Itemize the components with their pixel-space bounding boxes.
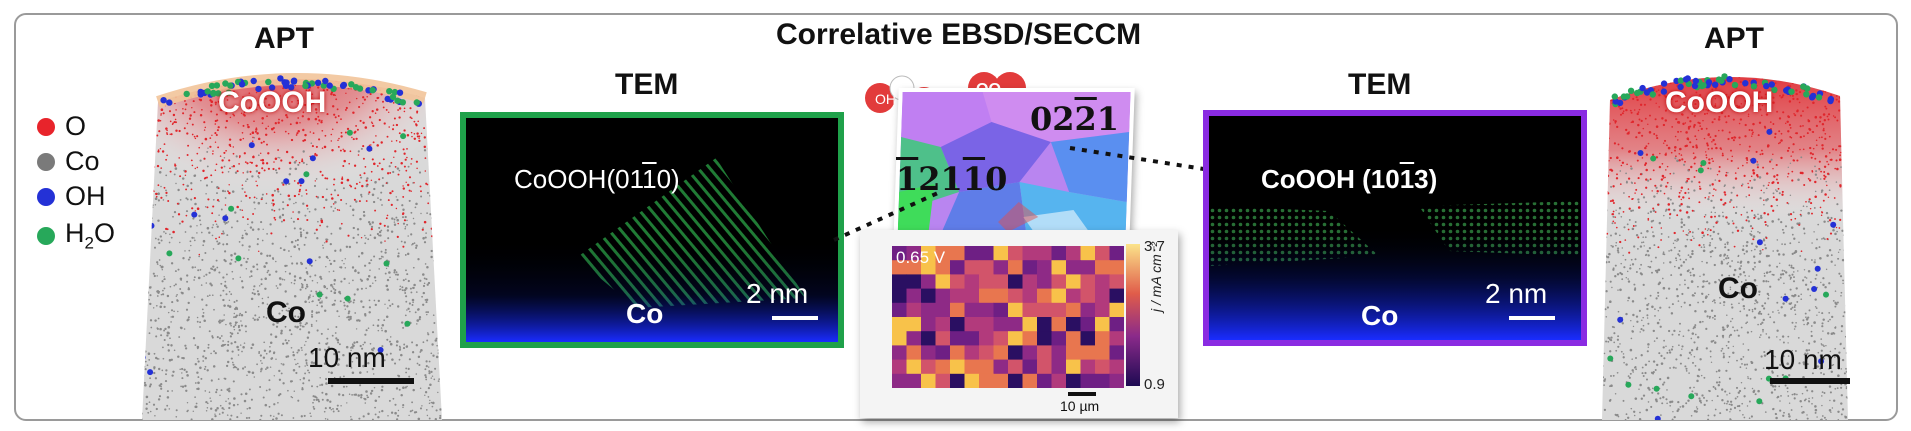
right-apt-bulk-label: Co	[1718, 272, 1758, 305]
left-tem-title: TEM	[615, 68, 679, 101]
left-tem-scale-bar	[772, 316, 818, 320]
legend-label-o: O	[65, 111, 87, 141]
right-tem-bulk-label: Co	[1361, 300, 1399, 331]
left-apt-title: APT	[254, 22, 314, 55]
right-tem-image: CoOOH (1013) Co 2 nm	[1203, 110, 1587, 346]
seccm-map	[892, 246, 1124, 388]
seccm-potential: 0.65 V	[896, 248, 946, 267]
seccm-scale-text: 10 µm	[1060, 398, 1100, 414]
seccm-scale-bar	[1068, 392, 1096, 396]
right-apt-scale-bar	[1770, 378, 1850, 384]
left-apt-surface-label: CoOOH	[218, 86, 327, 119]
ebsd-orientation-a: 0221	[1030, 100, 1120, 138]
right-apt-surface-label: CoOOH	[1665, 86, 1774, 119]
connector-lines	[833, 146, 1211, 242]
legend-label-oh: OH	[65, 181, 106, 211]
colorbar-min: 0.9	[1144, 376, 1165, 393]
left-tem-bulk-label: Co	[626, 298, 664, 329]
right-tem-title: TEM	[1348, 68, 1412, 101]
legend-dot-o	[37, 117, 55, 136]
colorbar-max: 3.7	[1144, 238, 1165, 255]
legend-item-co: Co	[37, 146, 100, 177]
ebsd-orientation-b: 12110	[896, 160, 1008, 198]
legend-dot-oh	[37, 187, 55, 206]
left-tem-phase-label: CoOOH(0110)	[514, 164, 680, 194]
legend-dot-h2o	[37, 226, 55, 245]
legend-item-oh: OH	[37, 181, 106, 212]
left-apt-bulk-label: Co	[266, 296, 306, 329]
left-apt-scale-text: 10 nm	[308, 342, 386, 373]
seccm-heatmap	[892, 246, 1124, 388]
left-tem-scale-text: 2 nm	[746, 278, 809, 309]
left-tem-lattice	[466, 118, 838, 342]
right-tem-scale-text: 2 nm	[1485, 278, 1548, 309]
left-apt-scale-bar	[328, 378, 414, 384]
molecule-oh-label: OH	[875, 91, 896, 107]
legend-label-co: Co	[65, 146, 100, 176]
seccm-colorbar	[1126, 244, 1140, 386]
legend-item-o: O	[37, 111, 86, 142]
right-apt-reconstruction	[1602, 73, 1848, 420]
legend-dot-co	[37, 152, 55, 171]
left-apt-reconstruction	[142, 72, 442, 420]
right-tem-phase-label: CoOOH (1013)	[1261, 164, 1438, 194]
right-tem-lattice	[1209, 116, 1581, 340]
figure-title: Correlative EBSD/SECCM	[776, 18, 1142, 51]
right-apt-title: APT	[1704, 22, 1764, 55]
legend-label-h2o: H2O	[65, 218, 115, 253]
right-tem-scale-bar	[1509, 316, 1555, 320]
left-tem-image: CoOOH(0110) Co 2 nm	[460, 112, 844, 348]
right-apt-scale-text: 10 nm	[1764, 344, 1842, 375]
legend-item-h2o: H2O	[37, 218, 115, 253]
colorbar-label: j / mA cm⁻²	[1148, 242, 1164, 312]
